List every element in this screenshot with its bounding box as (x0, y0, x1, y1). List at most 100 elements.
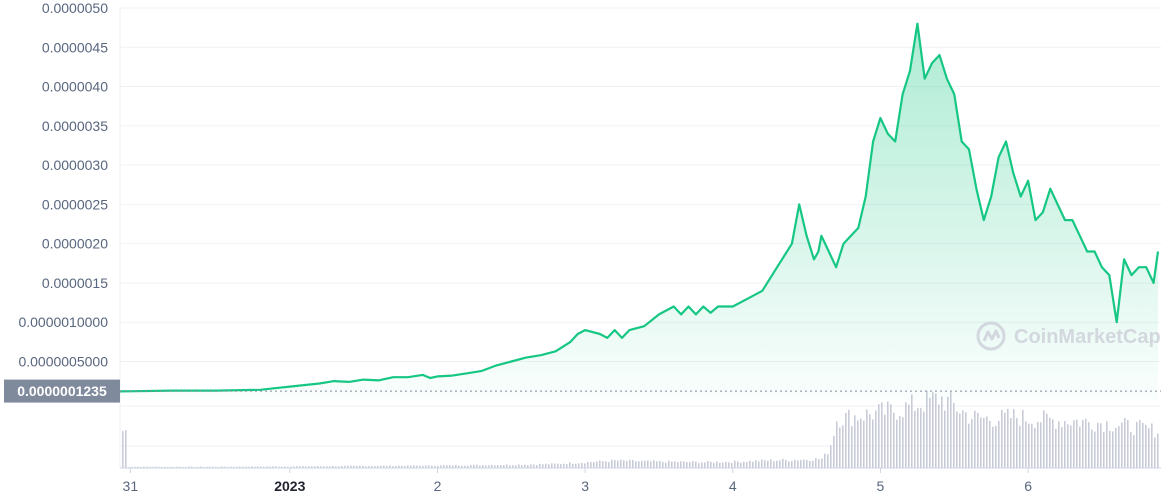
volume-bar (161, 466, 163, 468)
volume-bar (959, 413, 961, 468)
volume-bar (878, 404, 880, 468)
volume-bar (947, 396, 949, 468)
y-axis: 0.0000050 0.0000045 0.0000040 0.0000035 0.00… (18, 0, 108, 370)
volume-bar (1055, 428, 1057, 468)
volume-bar (761, 459, 763, 468)
volume-bar (797, 460, 799, 468)
volume-bar (971, 419, 973, 468)
volume-bar (605, 461, 607, 468)
volume-bar (920, 408, 922, 468)
volume-bar (650, 461, 652, 468)
volume-bar (257, 466, 259, 468)
volume-bar (926, 390, 928, 468)
volume-bar (992, 426, 994, 468)
volume-bar (896, 419, 898, 468)
volume-bar (653, 460, 655, 468)
volume-bar (374, 466, 376, 468)
volume-bar (485, 465, 487, 468)
volume-bar (488, 465, 490, 468)
volume-bar (473, 464, 475, 468)
volume-bar (164, 466, 166, 468)
volume-bar (191, 466, 193, 468)
volume-bar (980, 417, 982, 468)
volume-bar (1079, 426, 1081, 468)
current-price-label: 0.0000001235 (17, 383, 107, 399)
volume-bar (128, 466, 130, 468)
volume-bar (872, 419, 874, 468)
volume-bar (158, 466, 160, 468)
volume-bar (350, 465, 352, 468)
volume-bar (1073, 420, 1075, 468)
volume-bar (737, 461, 739, 468)
volume-bar (611, 459, 613, 468)
volume-bar (602, 461, 604, 468)
price-area (120, 23, 1158, 400)
x-tick-label: 2 (434, 478, 442, 494)
x-tick-label: 6 (1024, 478, 1032, 494)
volume-bar (632, 460, 634, 468)
volume-bar (917, 408, 919, 468)
volume-bar (341, 465, 343, 468)
volume-bar (338, 466, 340, 468)
volume-bar (437, 465, 439, 468)
volume-bar (671, 461, 673, 468)
volume-bar (122, 431, 124, 468)
volume-bar (533, 464, 535, 468)
volume-bar (443, 465, 445, 468)
volume-bar (380, 465, 382, 468)
volume-bar (938, 404, 940, 468)
volume-bar (734, 460, 736, 468)
volume-bar (470, 465, 472, 468)
volume-bar (839, 427, 841, 468)
volume-bar (749, 460, 751, 468)
volume-bar (956, 411, 958, 468)
volume-bar (881, 402, 883, 468)
volume-bar (683, 461, 685, 468)
volume-bar (407, 465, 409, 468)
volume-bar (1085, 418, 1087, 468)
volume-bar (1067, 424, 1069, 468)
volume-bar (392, 466, 394, 468)
volume-bar (830, 445, 832, 468)
volume-bar (1064, 421, 1066, 468)
volume-bar (935, 393, 937, 468)
volume-bar (263, 466, 265, 468)
volume-bar (953, 402, 955, 468)
volume-bar (362, 465, 364, 468)
volume-bar (308, 466, 310, 468)
volume-bar (887, 401, 889, 468)
volume-bar (587, 461, 589, 468)
volume-bar (806, 459, 808, 468)
volume-bar (1088, 422, 1090, 468)
volume-bar (170, 466, 172, 468)
volume-bar (995, 425, 997, 468)
volume-bar (365, 466, 367, 468)
current-price-badge (4, 379, 120, 403)
volume-bar (368, 466, 370, 468)
volume-bar (962, 410, 964, 468)
volume-bar (512, 465, 514, 468)
volume-bar (551, 463, 553, 468)
volume-bar (1145, 424, 1147, 468)
volume-bar (491, 464, 493, 468)
volume-bar (578, 463, 580, 468)
volume-bar (758, 461, 760, 468)
volume-bar (989, 420, 991, 468)
volume-bar (536, 464, 538, 468)
volume-bar (347, 465, 349, 468)
volume-bar (149, 466, 151, 468)
volume-bar (179, 466, 181, 468)
volume-bar (344, 465, 346, 468)
volume-bar (545, 463, 547, 468)
volume-bar (560, 464, 562, 468)
volume-bar (287, 466, 289, 468)
volume-bar (371, 466, 373, 468)
watermark-text: CoinMarketCap (1014, 326, 1161, 348)
volume-bar (722, 462, 724, 468)
volume-bar (794, 459, 796, 468)
volume-bar (1112, 431, 1114, 468)
volume-bar (548, 464, 550, 468)
volume-bar (413, 465, 415, 468)
